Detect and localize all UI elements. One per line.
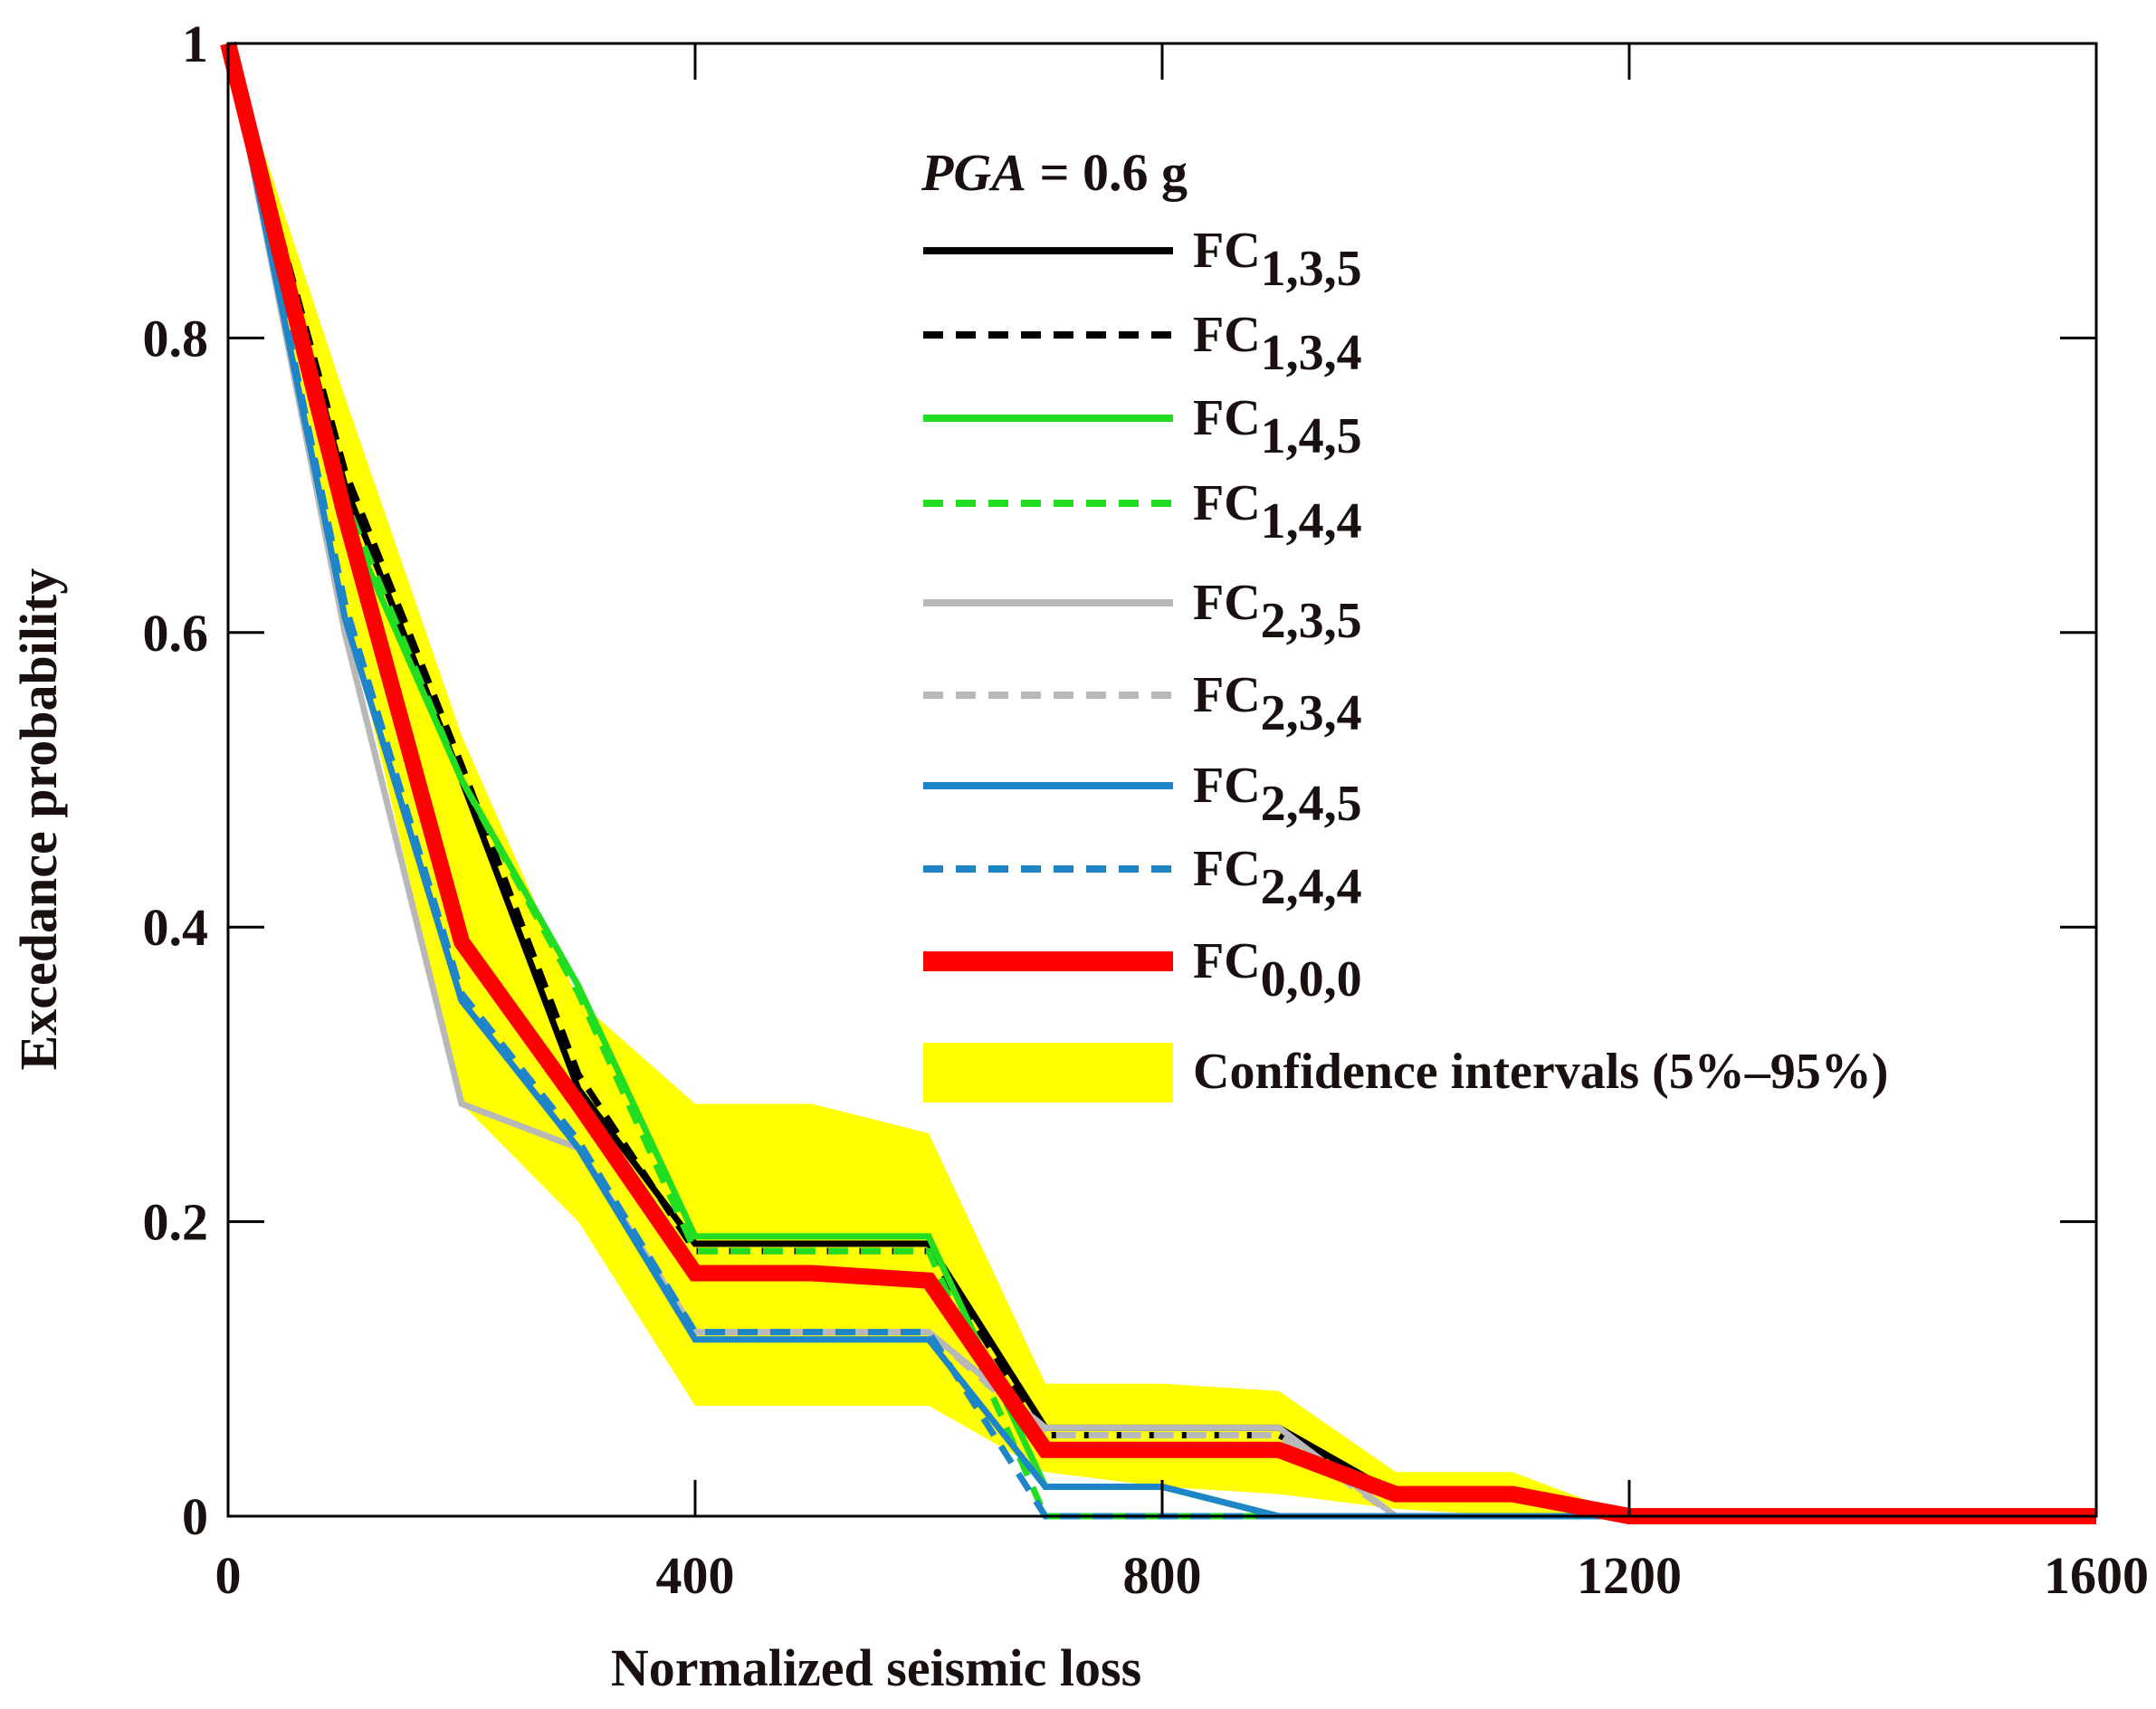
series-line-fc-2-4-4 — [224, 43, 2096, 1520]
y-tick-label: 0.2 — [143, 1193, 209, 1252]
legend-entries: FC1,3,5 FC1,3,4 FC1,4,5 FC1,4,4 FC2,3,5 FC2,3… — [923, 223, 1362, 1007]
y-tick-label: 1 — [182, 14, 208, 73]
legend-label-fc-2-3-4: FC2,3,4 — [1193, 667, 1362, 741]
tick-layer: 0 400 800 1200 1600 0 0.2 0.4 0.6 0.8 1 — [143, 14, 2150, 1605]
legend-title-rest: = 0.6 g — [1026, 143, 1188, 202]
series-line-fc-1-3-4 — [224, 43, 2096, 1520]
legend-label-fc-1-4-4: FC1,4,4 — [1193, 475, 1362, 549]
series-line-fc-2-4-5 — [224, 43, 2096, 1520]
confidence-interval-band — [228, 43, 2096, 1516]
legend-title: PGA = 0.6 g — [921, 143, 1188, 202]
x-tick-label: 1200 — [1577, 1546, 1682, 1605]
series-line-fc-0-0-0 — [220, 41, 2096, 1524]
series-line-fc-2-3-4 — [224, 43, 2096, 1520]
legend-label-fc-1-3-5: FC1,3,5 — [1193, 223, 1362, 297]
plot-frame — [226, 42, 2098, 1518]
legend-label-fc-2-4-5: FC2,4,5 — [1193, 758, 1362, 832]
legend: PGA = 0.6 g FC1,3,5 FC1,3,4 FC1,4,5 FC1,4,4… — [921, 143, 1888, 1103]
legend-swatch-confidence — [923, 1043, 1173, 1103]
legend-label-fc-2-3-5: FC2,3,5 — [1193, 575, 1362, 649]
y-tick-label: 0.4 — [143, 898, 209, 957]
x-tick-label: 800 — [1123, 1546, 1202, 1605]
y-tick-label: 0.8 — [143, 309, 209, 368]
legend-label-confidence: Confidence intervals (5%–95%) — [1193, 1044, 1888, 1100]
legend-label-fc-1-3-4: FC1,3,4 — [1193, 307, 1362, 381]
legend-label-fc-1-4-5: FC1,4,5 — [1193, 390, 1362, 464]
legend-label-fc-2-4-4: FC2,4,4 — [1193, 841, 1362, 915]
x-tick-label: 400 — [656, 1546, 735, 1605]
series-layer — [220, 41, 2096, 1524]
series-line-fc-2-3-5 — [224, 43, 2096, 1520]
x-tick-label: 1600 — [2044, 1546, 2149, 1605]
x-tick-label: 0 — [215, 1546, 242, 1605]
y-tick-label: 0.6 — [143, 604, 209, 663]
series-line-fc-1-4-4 — [224, 43, 2096, 1520]
y-axis-label: Excedance probability — [9, 568, 68, 1071]
x-axis-label: Normalized seismic loss — [611, 1638, 1141, 1697]
series-line-fc-1-3-5 — [224, 43, 2096, 1520]
legend-title-italic: PGA — [921, 143, 1026, 202]
y-tick-label: 0 — [182, 1487, 208, 1546]
series-line-fc-1-4-5 — [224, 43, 2096, 1520]
legend-label-fc-0-0-0: FC0,0,0 — [1193, 933, 1362, 1007]
